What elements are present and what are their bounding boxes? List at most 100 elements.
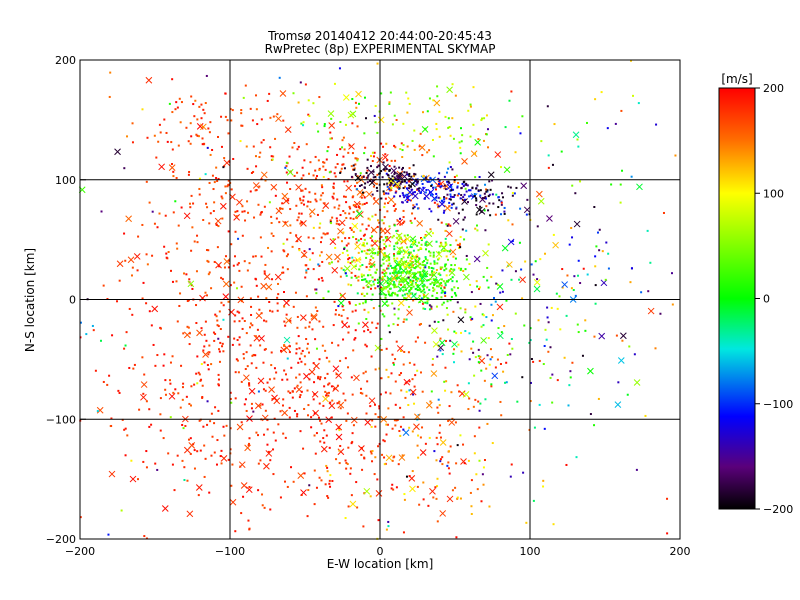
data-point xyxy=(425,241,428,244)
data-point xyxy=(231,463,234,466)
data-point xyxy=(248,486,251,489)
data-point xyxy=(169,382,172,385)
data-point xyxy=(453,348,456,351)
data-point xyxy=(410,246,413,249)
data-point xyxy=(342,392,345,395)
data-point xyxy=(370,255,373,258)
data-point xyxy=(473,192,476,195)
data-point xyxy=(348,301,351,304)
data-point xyxy=(413,402,416,405)
data-point xyxy=(329,474,332,477)
data-point-cross xyxy=(647,307,655,315)
data-point xyxy=(484,183,487,186)
data-point xyxy=(384,286,387,289)
data-point xyxy=(382,168,385,171)
data-point xyxy=(540,140,543,143)
data-point-cross xyxy=(399,275,407,282)
data-point xyxy=(318,264,321,267)
data-point xyxy=(211,435,214,438)
data-point xyxy=(169,361,172,364)
data-point xyxy=(401,240,404,243)
data-point xyxy=(213,339,216,342)
data-point xyxy=(344,195,347,198)
data-point xyxy=(400,271,403,274)
data-point xyxy=(260,178,263,181)
data-point xyxy=(469,105,472,108)
data-point xyxy=(238,336,241,339)
data-point xyxy=(222,425,225,428)
data-point xyxy=(371,179,374,182)
data-point xyxy=(388,283,391,286)
data-point xyxy=(389,392,392,395)
data-point-cross xyxy=(308,368,316,376)
data-point xyxy=(500,166,503,169)
data-point xyxy=(344,399,347,402)
data-point xyxy=(577,145,580,148)
data-point xyxy=(298,347,301,350)
data-point xyxy=(363,294,366,297)
data-point xyxy=(514,151,517,154)
data-point xyxy=(412,164,415,167)
data-point xyxy=(196,241,199,244)
data-point xyxy=(402,289,405,292)
data-point xyxy=(567,404,570,407)
data-point xyxy=(365,280,368,283)
data-point xyxy=(255,108,258,111)
data-point xyxy=(436,292,439,295)
data-point xyxy=(179,406,182,409)
data-point xyxy=(298,373,301,376)
data-point xyxy=(330,222,333,225)
data-point xyxy=(424,244,427,247)
data-point xyxy=(630,175,633,178)
data-point xyxy=(431,363,434,366)
data-point-cross xyxy=(252,182,260,189)
data-point xyxy=(462,196,465,199)
data-point xyxy=(174,108,177,111)
data-point xyxy=(453,268,456,271)
data-point xyxy=(339,120,342,123)
data-point-cross xyxy=(478,357,486,365)
data-point-cross xyxy=(342,94,350,101)
data-point xyxy=(422,293,425,296)
data-point xyxy=(410,188,413,191)
data-point xyxy=(257,434,260,437)
data-point xyxy=(429,278,432,281)
data-point xyxy=(419,266,422,269)
data-point xyxy=(366,176,369,179)
data-point xyxy=(319,376,322,379)
data-point xyxy=(491,314,494,317)
data-point xyxy=(402,256,405,259)
data-point xyxy=(430,210,433,213)
data-point xyxy=(393,307,396,310)
data-point xyxy=(302,121,305,124)
data-point xyxy=(268,378,271,381)
data-point xyxy=(305,295,308,298)
data-point-cross xyxy=(151,305,159,313)
data-point xyxy=(372,155,375,158)
data-point xyxy=(444,284,447,287)
data-point xyxy=(243,260,246,263)
data-point-cross xyxy=(451,340,458,348)
data-point xyxy=(396,229,399,232)
data-point xyxy=(435,128,438,131)
data-point xyxy=(488,193,491,196)
data-point xyxy=(459,434,462,437)
data-point xyxy=(354,329,357,332)
data-point xyxy=(384,293,387,296)
data-point xyxy=(255,366,258,369)
data-point xyxy=(432,254,435,257)
data-point xyxy=(271,397,274,400)
data-point xyxy=(351,393,354,396)
data-point xyxy=(438,110,441,113)
data-point xyxy=(203,112,206,115)
colorbar-tick-label: −100 xyxy=(763,398,793,411)
data-point xyxy=(396,323,399,326)
data-point xyxy=(382,439,385,442)
data-point-cross xyxy=(452,217,460,225)
data-point xyxy=(432,278,435,281)
data-point-cross xyxy=(384,227,391,235)
data-point xyxy=(250,305,253,308)
data-point xyxy=(377,164,380,167)
data-point xyxy=(319,440,322,443)
data-point xyxy=(481,197,484,200)
